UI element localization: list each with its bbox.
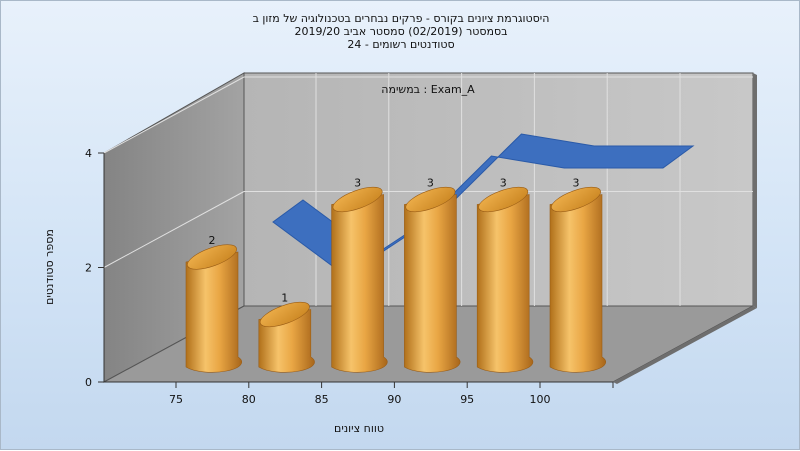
annotation-task: במשימה : Exam_A (381, 83, 475, 96)
bar-data-label: 2 (209, 234, 216, 247)
chart-subtitle-semester: בסמסטר (02/2019) סמסטר אביב 2019/20 (294, 25, 508, 38)
y-tick-label: 0 (85, 376, 92, 389)
bars: 2 1 3 3 3 3 (185, 177, 606, 373)
bar-top (405, 186, 456, 213)
bar-body (549, 194, 606, 373)
x-tick-label: 100 (530, 393, 551, 406)
x-tick-label: 95 (460, 393, 474, 406)
y-tick-label: 2 (85, 262, 92, 275)
chart-subtitle-students: סטודנטים רשומים - 24 (347, 38, 455, 51)
bar-body (331, 194, 388, 373)
bar-top (187, 244, 237, 270)
bar-data-label: 3 (354, 177, 361, 190)
bar-cylinder (549, 186, 606, 373)
floor-edge (613, 306, 757, 384)
bar-cylinder (331, 186, 388, 373)
axes (98, 152, 614, 388)
tick-labels: 0 2 4 75 80 85 90 95 100 (85, 147, 551, 406)
y-axis-label: מספר סטודנטים (43, 229, 56, 305)
x-tick-label: 85 (315, 393, 329, 406)
bar-data-label: 1 (281, 292, 288, 305)
bar-body (404, 194, 461, 373)
bar-body (476, 194, 534, 373)
back-wall-edge (753, 73, 757, 308)
bar-body (185, 251, 242, 373)
bar-cylinder (476, 186, 534, 373)
bar-top (551, 186, 601, 213)
bar-cylinder (185, 244, 242, 373)
bar-cylinder (258, 301, 315, 373)
y-tick-label: 4 (85, 147, 92, 160)
bar-top (332, 186, 383, 213)
x-axis-label: טווח ציונים (334, 422, 384, 435)
x-tick-label: 80 (242, 393, 256, 406)
x-tick-label: 75 (169, 393, 183, 406)
gridline-left (103, 76, 245, 154)
bar-top (478, 186, 529, 213)
bar-top (259, 301, 310, 328)
chart-title: היסטוגרמת ציונים בקורס - פרקים נבחרים בט… (252, 12, 550, 25)
bar-data-label: 3 (500, 177, 507, 190)
gridline-left (103, 191, 245, 268)
bar-data-label: 3 (427, 177, 434, 190)
bar-cylinder (404, 186, 461, 373)
x-tick-label: 90 (387, 393, 401, 406)
gridlines (103, 73, 753, 306)
bar-data-label: 3 (573, 177, 580, 190)
